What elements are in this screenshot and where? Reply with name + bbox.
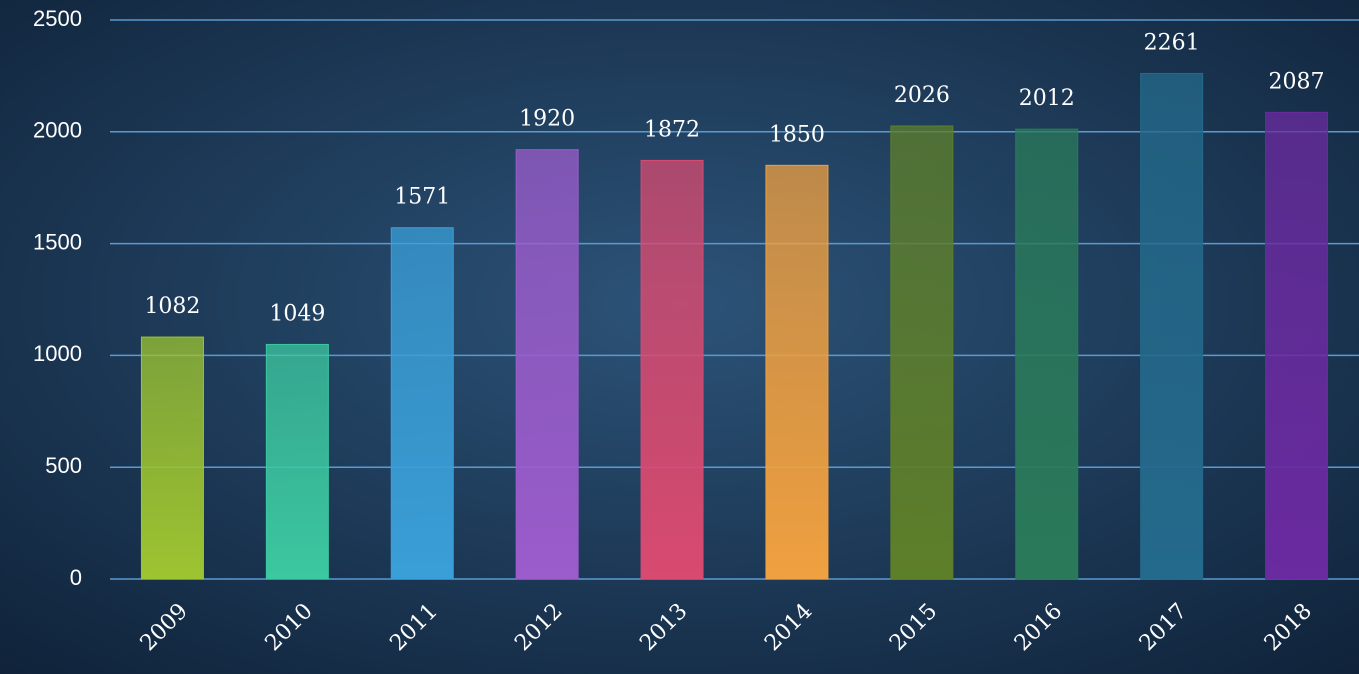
bar: [640, 159, 704, 580]
bar: [265, 343, 329, 580]
bar: [515, 149, 579, 580]
y-tick-label: 0: [70, 565, 82, 590]
data-label: 2026: [894, 83, 950, 108]
data-label: 1920: [519, 107, 575, 132]
bar: [765, 164, 829, 580]
bar: [1015, 128, 1079, 580]
data-label: 1571: [394, 185, 450, 210]
data-label: 2012: [1019, 86, 1075, 111]
data-label: 1850: [769, 122, 825, 147]
data-label: 1872: [644, 117, 700, 142]
data-label: 1049: [269, 301, 325, 326]
bar: [140, 336, 204, 580]
y-tick-label: 1500: [33, 229, 82, 254]
data-label: 1082: [144, 294, 200, 319]
bar: [1265, 111, 1329, 580]
y-tick-label: 2000: [33, 118, 82, 143]
data-label: 2087: [1269, 69, 1325, 94]
bar: [890, 125, 954, 580]
y-tick-label: 1000: [33, 341, 82, 366]
bar: [390, 227, 454, 580]
bar: [1140, 72, 1204, 580]
y-tick-label: 2500: [33, 6, 82, 31]
y-tick-label: 500: [45, 453, 82, 478]
data-label: 2261: [1144, 30, 1200, 55]
